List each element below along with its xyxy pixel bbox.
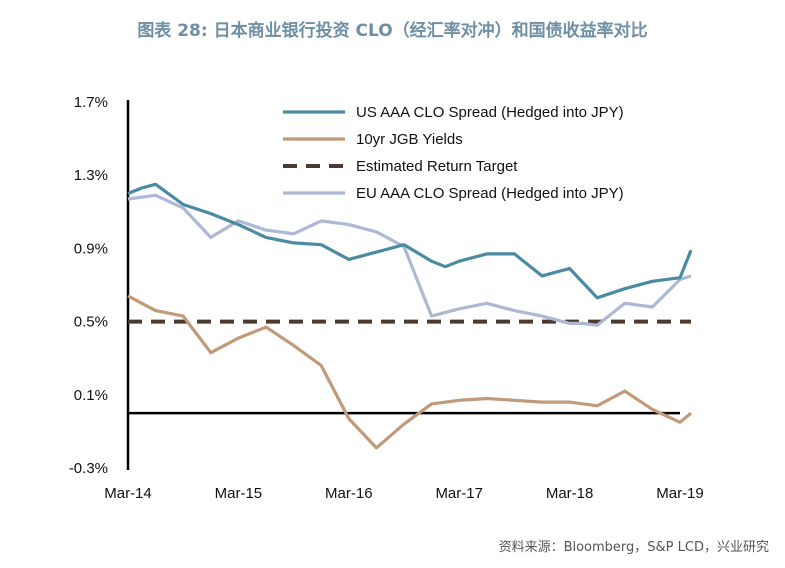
legend: US AAA CLO Spread (Hedged into JPY) 10yr … [283, 104, 624, 202]
y-tick-label: 1.3% [74, 167, 108, 184]
legend-label: US AAA CLO Spread (Hedged into JPY) [356, 104, 624, 121]
y-tick-label: 0.1% [74, 387, 108, 404]
legend-label: 10yr JGB Yields [356, 131, 463, 148]
x-axis-ticks: Mar-14 Mar-15 Mar-16 Mar-17 Mar-18 Mar-19 [104, 485, 704, 502]
series-line-3 [127, 193, 692, 327]
y-tick-label: -0.3% [69, 460, 108, 477]
x-tick-label: Mar-19 [656, 485, 704, 502]
legend-label: EU AAA CLO Spread (Hedged into JPY) [356, 185, 624, 202]
series-line-1 [127, 294, 693, 450]
chart-title: 图表 28: 日本商业银行投资 CLO（经汇率对冲）和国债收益率对比 [137, 21, 648, 41]
source-note: 资料来源：Bloomberg，S&P LCD，兴业研究 [498, 540, 769, 555]
y-tick-label: 1.7% [74, 94, 108, 111]
legend-label: Estimated Return Target [356, 158, 518, 175]
x-tick-label: Mar-16 [325, 485, 373, 502]
x-tick-label: Mar-17 [435, 485, 483, 502]
x-tick-label: Mar-14 [104, 485, 152, 502]
y-tick-label: 0.9% [74, 240, 108, 257]
series-group [127, 182, 693, 450]
x-tick-label: Mar-18 [546, 485, 594, 502]
y-axis-ticks: 1.7% 1.3% 0.9% 0.5% 0.1% -0.3% [69, 94, 108, 477]
y-tick-label: 0.5% [74, 314, 108, 331]
x-tick-label: Mar-15 [215, 485, 263, 502]
series-line-0 [127, 182, 693, 300]
